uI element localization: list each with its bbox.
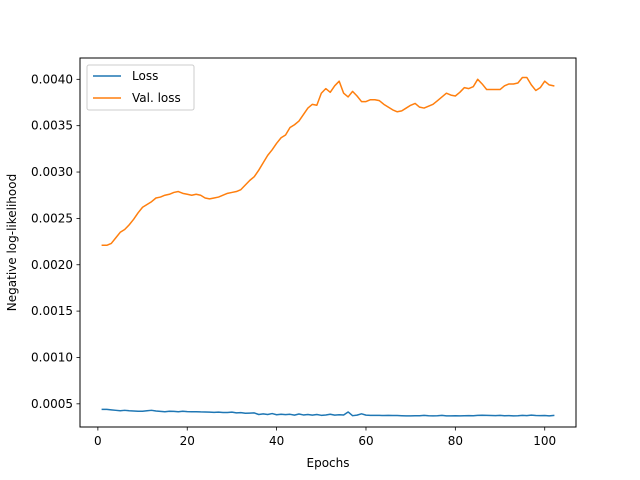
- y-tick-label: 0.0025: [31, 211, 73, 225]
- x-tick-label: 20: [180, 434, 195, 448]
- y-axis-label: Negative log-likelihood: [5, 174, 19, 311]
- y-tick-label: 0.0015: [31, 304, 73, 318]
- series-line-loss: [101, 408, 555, 417]
- y-tick-label: 0.0005: [31, 397, 73, 411]
- y-tick-label: 0.0030: [31, 165, 73, 179]
- plot-area-frame: [79, 57, 577, 428]
- x-tick-label: 80: [448, 434, 463, 448]
- y-tick-label: 0.0040: [31, 72, 73, 86]
- x-axis-label: Epochs: [307, 456, 350, 470]
- x-tick-label: 40: [269, 434, 284, 448]
- legend: Loss Val. loss: [86, 64, 195, 111]
- x-tick-label: 60: [358, 434, 373, 448]
- series-line-val-loss: [101, 76, 555, 247]
- series-layer: [101, 76, 555, 417]
- legend-label-loss: Loss: [132, 69, 158, 83]
- legend-label-val-loss: Val. loss: [132, 91, 181, 105]
- x-axis: 0 20 40 60 80 100: [94, 427, 556, 448]
- y-tick-label: 0.0020: [31, 258, 73, 272]
- y-axis: 0.0005 0.0010 0.0015 0.0020 0.0025 0.0030 0.00…: [31, 72, 80, 411]
- y-tick-label: 0.0010: [31, 350, 73, 364]
- y-tick-label: 0.0035: [31, 119, 73, 133]
- x-tick-label: 0: [94, 434, 102, 448]
- x-tick-label: 100: [533, 434, 556, 448]
